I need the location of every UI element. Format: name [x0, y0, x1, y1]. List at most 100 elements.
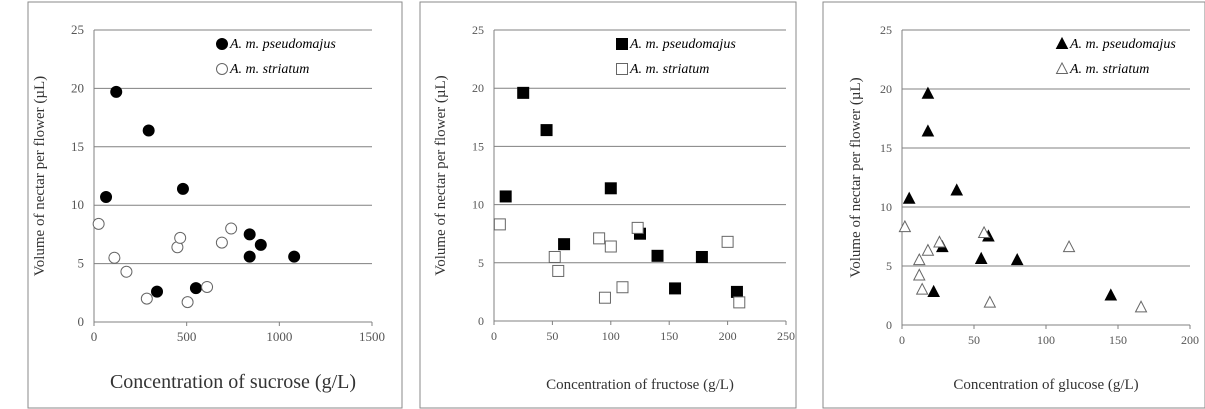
y-tick-label: 0	[886, 318, 892, 332]
x-tick-label: 1500	[359, 329, 385, 344]
data-point	[733, 296, 746, 309]
chart-panel-3: 0 5 10 15 20 25 0 50 100 150 200 Concentration of g…	[822, 1, 1205, 409]
series-2	[92, 217, 238, 309]
data-point	[540, 124, 553, 137]
legend-label: A. m. pseudomajus	[1069, 37, 1176, 52]
data-point	[902, 191, 916, 204]
data-point	[499, 190, 512, 203]
data-point	[548, 250, 561, 263]
data-point	[669, 282, 682, 295]
data-point	[593, 232, 606, 245]
data-point	[604, 182, 617, 195]
data-point	[912, 268, 926, 281]
data-point	[201, 280, 214, 293]
y-tick-label: 15	[472, 139, 484, 153]
x-tick-label: 100	[1037, 333, 1055, 347]
y-tick-label: 5	[78, 256, 85, 271]
data-point	[100, 191, 113, 204]
data-point	[921, 243, 935, 256]
data-point	[950, 183, 964, 196]
legend: A. m. pseudomajus A. m. striatum	[216, 37, 336, 77]
y-tick-label: 15	[71, 139, 84, 154]
data-point	[110, 85, 123, 98]
data-point	[1010, 252, 1024, 266]
series-2	[493, 218, 746, 309]
data-point	[977, 225, 991, 238]
x-tick-label: 500	[177, 329, 197, 344]
y-axis-label: Volume of nectar per flower (µL)	[848, 77, 864, 277]
series-1	[902, 86, 1118, 301]
x-tick-label: 50	[546, 329, 558, 343]
data-point	[1062, 239, 1076, 253]
x-tick-label: 1000	[266, 329, 292, 344]
y-axis-label: Volume of nectar per flower (µL)	[32, 76, 48, 276]
legend-label: A. m. striatum	[229, 62, 309, 77]
data-point	[721, 235, 734, 248]
panel-frame	[822, 1, 1205, 409]
panel-frame	[419, 1, 797, 409]
data-point	[898, 219, 912, 233]
x-tick-label: 0	[899, 333, 905, 347]
data-point	[215, 236, 228, 249]
data-point	[243, 250, 256, 263]
y-tick-label: 5	[478, 256, 484, 270]
data-point	[189, 282, 202, 295]
data-point	[142, 124, 155, 137]
data-point	[983, 295, 997, 308]
legend-marker	[616, 63, 628, 75]
legend-marker	[616, 38, 628, 50]
series-2	[898, 219, 1148, 313]
x-axis-label: Concentration of sucrose (g/L)	[110, 371, 356, 393]
legend-label: A. m. striatum	[629, 62, 709, 77]
data-point	[921, 86, 935, 99]
data-point	[120, 265, 133, 278]
data-point	[174, 231, 187, 244]
data-point	[288, 250, 301, 263]
legend-marker	[1055, 61, 1069, 75]
data-point	[517, 86, 530, 99]
y-tick-label: 0	[78, 314, 85, 329]
x-tick-label: 0	[91, 329, 98, 344]
x-tick-label: 200	[719, 329, 737, 343]
data-point	[921, 124, 935, 137]
data-point	[915, 282, 929, 295]
data-point	[243, 228, 256, 241]
legend-marker	[1055, 36, 1069, 50]
y-tick-label: 10	[472, 198, 484, 212]
y-tick-label: 0	[478, 314, 484, 328]
data-point	[974, 251, 988, 264]
y-tick-label: 10	[880, 200, 892, 214]
legend-marker	[216, 38, 228, 50]
data-point	[604, 240, 617, 253]
data-point	[254, 238, 267, 251]
data-point	[108, 251, 121, 264]
data-point	[151, 285, 164, 298]
legend-label: A. m. pseudomajus	[229, 37, 336, 52]
y-tick-label: 20	[880, 82, 892, 96]
panel-frame	[27, 1, 403, 409]
x-tick-label: 50	[968, 333, 980, 347]
y-tick-label: 25	[880, 23, 892, 37]
y-tick-label: 20	[71, 80, 84, 95]
data-point	[552, 264, 565, 277]
series-1	[499, 86, 743, 298]
data-point	[695, 250, 708, 263]
x-axis-label: Concentration of glucose (g/L)	[953, 377, 1138, 393]
data-point	[631, 221, 644, 234]
legend-label: A. m. pseudomajus	[629, 37, 736, 52]
y-axis-label: Volume of nectar per flower (µL)	[433, 75, 449, 275]
data-point	[1104, 288, 1118, 301]
y-tick-label: 10	[71, 197, 84, 212]
legend: A. m. pseudomajus A. m. striatum	[616, 37, 736, 77]
series-1	[100, 85, 301, 298]
x-tick-label: 250	[777, 329, 795, 343]
data-point	[92, 217, 105, 230]
x-tick-label: 150	[1109, 333, 1127, 347]
data-point	[651, 249, 664, 262]
x-tick-label: 150	[660, 329, 678, 343]
chart-panel-1: 0 5 10 15 20 25 0 500 1000 1500 Concentration of s…	[27, 1, 403, 409]
data-point	[558, 238, 571, 251]
data-point	[933, 235, 946, 248]
